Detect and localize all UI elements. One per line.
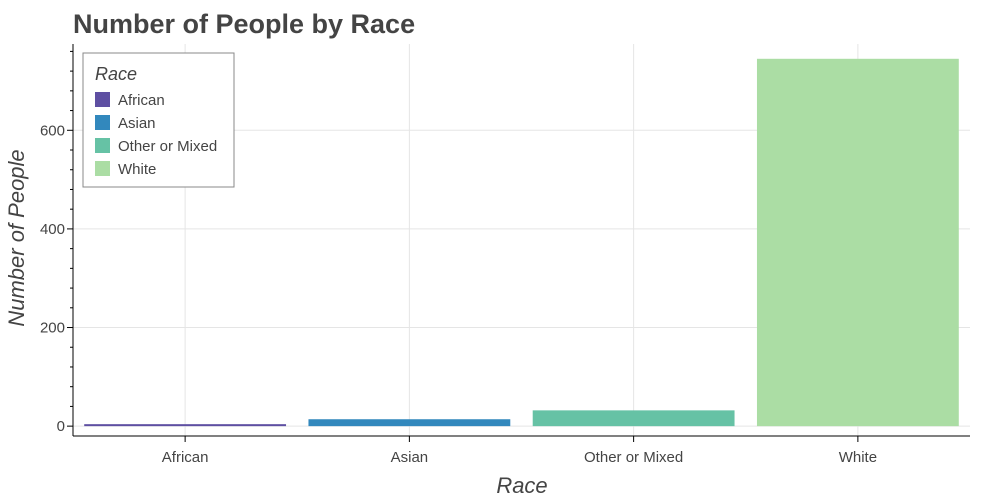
legend-label: White (118, 161, 156, 178)
bar (84, 424, 287, 427)
legend-title: Race (95, 64, 137, 84)
legend: Race African Asian Other or Mixed White (82, 52, 235, 188)
legend-swatch (95, 138, 110, 153)
y-tick-label: 200 (40, 320, 65, 337)
legend-label: African (118, 92, 165, 109)
y-tick-label: 600 (40, 122, 65, 139)
bar (756, 58, 959, 427)
bar (308, 419, 511, 427)
x-axis-label: Race (496, 473, 547, 498)
y-axis-label: Number of People (4, 149, 29, 326)
legend-swatch (95, 161, 110, 176)
legend-label: Other or Mixed (118, 138, 217, 155)
axes: 0 200 400 600 African Asian Other or Mixed Whit… (40, 44, 970, 466)
x-tick-label: Other or Mixed (584, 449, 683, 466)
x-tick-label: African (162, 449, 209, 466)
x-tick-label: White (839, 449, 877, 466)
x-tick-label: Asian (391, 449, 429, 466)
y-tick-label: 0 (57, 418, 65, 435)
bars (84, 58, 959, 427)
legend-label: Asian (118, 115, 156, 132)
bar (532, 410, 735, 427)
legend-swatch (95, 92, 110, 107)
legend-swatch (95, 115, 110, 130)
legend-items: African Asian Other or Mixed White (95, 92, 217, 178)
y-tick-label: 400 (40, 221, 65, 238)
chart-title: Number of People by Race (73, 9, 415, 39)
